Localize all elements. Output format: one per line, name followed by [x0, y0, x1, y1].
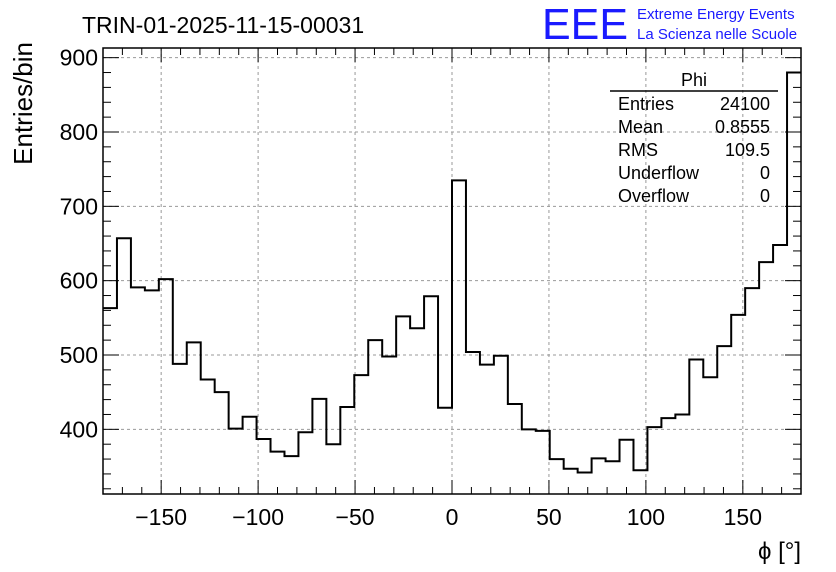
y-tick-label: 900	[60, 45, 98, 71]
y-tick-label: 700	[60, 193, 98, 219]
y-tick-label: 400	[60, 416, 98, 442]
eee-logo-text: EEE	[542, 0, 628, 49]
stats-row-value: 24100	[720, 94, 770, 114]
y-axis-label: Entries/bin	[8, 42, 38, 165]
y-tick-labels: 400 500 600 700 800 900	[60, 45, 98, 443]
y-tick-label: 600	[60, 268, 98, 294]
stats-row-label: Entries	[618, 94, 674, 114]
stats-row-label: Underflow	[618, 163, 700, 183]
eee-logo: EEE Extreme Energy Events La Scienza nel…	[542, 0, 797, 49]
x-tick-label: 0	[446, 504, 459, 530]
stats-row-value: 0	[760, 186, 770, 206]
axis-ticks	[102, 48, 802, 494]
x-tick-label: 150	[724, 504, 762, 530]
chart-title: TRIN-01-2025-11-15-00031	[82, 12, 364, 38]
x-tick-label: 100	[627, 504, 665, 530]
x-tick-labels: −150 −100 −50 0 50 100 150	[135, 504, 762, 530]
stats-row-label: Overflow	[618, 186, 690, 206]
x-tick-label: −150	[135, 504, 187, 530]
y-tick-label: 800	[60, 119, 98, 145]
x-tick-label: −100	[232, 504, 284, 530]
eee-logo-line2: La Scienza nelle Scuole	[637, 26, 797, 43]
x-axis-label: ϕ [°]	[758, 538, 801, 565]
stats-row-value: 0.8555	[715, 117, 770, 137]
stats-box: Phi Entries 24100 Mean 0.8555 RMS 109.5 Underf…	[610, 70, 778, 206]
stats-row-value: 0	[760, 163, 770, 183]
stats-row-label: Mean	[618, 117, 663, 137]
eee-logo-line1: Extreme Energy Events	[637, 6, 795, 23]
x-tick-label: −50	[336, 504, 375, 530]
stats-rows: Entries 24100 Mean 0.8555 RMS 109.5 Underflow 0…	[618, 94, 770, 206]
stats-row-label: RMS	[618, 140, 658, 160]
y-tick-label: 500	[60, 342, 98, 368]
stats-row-value: 109.5	[725, 140, 770, 160]
stats-box-title: Phi	[681, 70, 707, 90]
histogram-series	[103, 71, 801, 474]
x-tick-label: 50	[536, 504, 562, 530]
